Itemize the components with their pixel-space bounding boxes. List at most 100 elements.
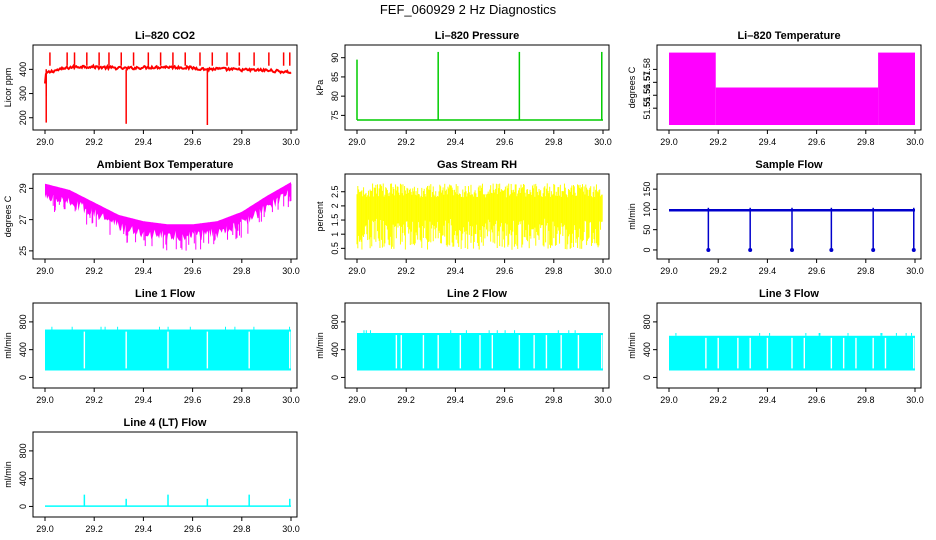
y-tick-label: 200 (18, 110, 28, 125)
sample-flow-dip-point (871, 247, 876, 252)
x-tick-label: 29.0 (660, 137, 678, 147)
x-tick-label: 29.0 (660, 395, 678, 405)
x-tick-label: 29.0 (348, 395, 366, 405)
chart-panel-10: Line 4 (LT) Flow ml/min 29.0 29.2 29.4 29.6 29… (3, 417, 300, 534)
x-tick-label: 29.6 (184, 395, 202, 405)
y-tick-label: 25 (18, 246, 28, 256)
axes (29, 44, 298, 134)
chart-panel-4: Ambient Box Temperature degrees C 29.0 29.2… (3, 159, 300, 276)
y-tick-label: 0 (18, 375, 28, 380)
y-tick-label: 51.58 (642, 58, 652, 81)
x-tick-label: 30.0 (906, 266, 924, 276)
x-tick-label: 29.8 (233, 266, 251, 276)
x-tick-label: 29.4 (447, 137, 465, 147)
y-tick-label: 400 (18, 62, 28, 77)
plot-frame (32, 302, 298, 389)
chart-panel-9: Line 3 Flow ml/min 29.0 29.2 29.4 29.6 29.8 30.… (627, 288, 924, 405)
axes (341, 173, 610, 263)
x-tick-label: 29.2 (397, 266, 415, 276)
x-tick-label: 29.2 (85, 395, 103, 405)
co2-series-line (44, 63, 292, 84)
x-tick-label: 29.4 (759, 137, 777, 147)
chart-panel-6: Sample Flow ml/min 29.0 29.2 29.4 29.6 29.8 30.… (627, 159, 924, 276)
x-tick-label: 30.0 (594, 266, 612, 276)
chart-title: Li–820 Temperature (737, 30, 840, 42)
y-tick-label: 75 (330, 110, 340, 120)
axes (653, 173, 922, 263)
data-marks (669, 52, 915, 125)
data-marks (357, 330, 603, 371)
x-tick-label: 29.2 (397, 395, 415, 405)
x-tick-label: 29.6 (184, 137, 202, 147)
y-tick-label: 29 (18, 183, 28, 193)
y-tick-label: 85 (330, 72, 340, 82)
x-tick-label: 29.4 (759, 266, 777, 276)
y-tick-label: 51.55 (642, 97, 652, 120)
x-tick-label: 29.8 (857, 137, 875, 147)
x-tick-label: 29.6 (496, 395, 514, 405)
x-tick-label: 29.8 (545, 395, 563, 405)
y-tick-label: 0 (18, 504, 28, 509)
y-axis-label: ml/min (627, 332, 637, 359)
chart-panel-5: Gas Stream RH percent 29.0 29.2 29.4 29.6 29.8… (315, 159, 612, 276)
y-tick-label: 150 (642, 182, 652, 197)
y-tick-label: 0 (642, 247, 652, 252)
x-tick-label: 29.0 (36, 137, 54, 147)
page-title: FEF_060929 2 Hz Diagnostics (379, 2, 557, 17)
temperature-fill-block (715, 87, 879, 125)
y-tick-label: 0 (330, 375, 340, 380)
x-tick-label: 29.4 (135, 524, 153, 534)
y-tick-label: 2.5 (330, 185, 340, 198)
chart-panel-3: Li–820 Temperature degrees C 29.0 29.2 29.4 2… (627, 30, 924, 147)
x-tick-label: 29.8 (857, 395, 875, 405)
x-tick-label: 29.8 (233, 524, 251, 534)
y-tick-label: 800 (642, 314, 652, 329)
y-axis-label: ml/min (3, 332, 13, 359)
y-tick-label: 0 (642, 375, 652, 380)
sample-flow-dip-point (790, 247, 794, 252)
y-axis-label: percent (315, 201, 325, 232)
x-tick-label: 29.2 (709, 266, 727, 276)
plot-frame (344, 302, 610, 389)
data-marks (45, 494, 291, 507)
plot-frame (656, 173, 922, 260)
chart-panel-1: Li–820 CO2 Licor ppm 29.0 29.2 29.4 29.6 29.8 3… (3, 30, 300, 147)
chart-title: Gas Stream RH (437, 159, 517, 171)
data-marks (669, 207, 916, 252)
chart-title: Line 4 (LT) Flow (124, 417, 207, 429)
chart-panel-8: Line 2 Flow ml/min 29.0 29.2 29.4 29.6 29.8 30.… (315, 288, 612, 405)
x-tick-label: 29.2 (709, 137, 727, 147)
chart-panel-7: Line 1 Flow ml/min 29.0 29.2 29.4 29.6 29.8 30.… (3, 288, 300, 405)
x-tick-label: 29.6 (808, 137, 826, 147)
y-tick-label: 1.5 (330, 214, 340, 227)
x-tick-label: 29.2 (397, 137, 415, 147)
x-tick-label: 29.4 (135, 266, 153, 276)
x-tick-label: 29.6 (496, 266, 514, 276)
x-tick-label: 29.4 (135, 395, 153, 405)
y-tick-label: 100 (642, 202, 652, 217)
x-tick-label: 29.6 (184, 524, 202, 534)
x-tick-label: 29.8 (545, 266, 563, 276)
y-tick-label: 80 (330, 91, 340, 101)
y-axis-label: ml/min (315, 332, 325, 359)
y-tick-label: 800 (18, 314, 28, 329)
x-tick-label: 29.0 (36, 266, 54, 276)
plot-frame (32, 44, 298, 131)
y-axis-label: kPa (315, 80, 325, 96)
chart-title: Line 1 Flow (135, 288, 195, 300)
x-tick-label: 29.8 (545, 137, 563, 147)
plot-frame (32, 431, 298, 518)
x-tick-label: 29.2 (709, 395, 727, 405)
x-tick-label: 30.0 (282, 395, 300, 405)
y-tick-label: 1 (330, 232, 340, 237)
x-tick-label: 30.0 (594, 137, 612, 147)
x-tick-label: 29.4 (759, 395, 777, 405)
y-tick-label: 800 (18, 443, 28, 458)
chart-title: Sample Flow (755, 159, 823, 171)
axes (653, 302, 922, 392)
x-tick-label: 30.0 (906, 137, 924, 147)
chart-title: Li–820 CO2 (135, 30, 195, 42)
x-tick-label: 29.4 (447, 266, 465, 276)
x-tick-label: 29.8 (857, 266, 875, 276)
